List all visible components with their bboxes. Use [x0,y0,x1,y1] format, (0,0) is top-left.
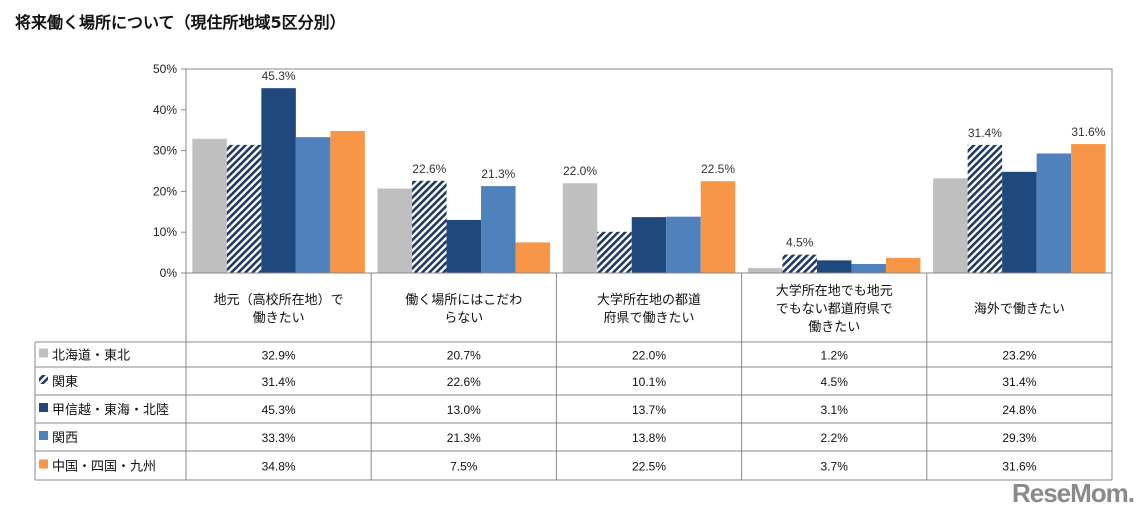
y-tick-label: 10% [153,225,177,239]
table-cell: 33.3% [262,431,296,445]
table-cell: 22.5% [632,460,666,474]
legend-label: 関西 [52,431,78,446]
table-cell: 31.4% [1002,375,1036,389]
table-cell: 13.7% [632,403,666,417]
table-cell: 45.3% [262,403,296,417]
bar-1-4 [967,144,1003,273]
bar-2-1 [446,219,482,273]
table-cell: 13.0% [447,403,481,417]
bar-1-1 [412,180,447,273]
data-label: 22.0% [563,164,597,178]
table-cell: 23.2% [1002,349,1036,363]
data-label: 22.6% [412,162,446,176]
table-cell: 24.8% [1002,403,1036,417]
y-tick-label: 40% [153,103,177,117]
bar-2-2 [631,217,667,273]
category-label: 大学所在地でも地元 [776,283,893,299]
bar-4-3 [885,257,921,273]
table-cell: 31.4% [262,375,296,389]
bar-4-0 [330,131,365,273]
table-cell: 31.6% [1002,460,1036,474]
table-cell: 2.2% [821,431,849,445]
data-label: 31.4% [968,126,1002,140]
legend-key [39,375,48,384]
y-tick-label: 50% [153,62,177,76]
data-label: 45.3% [262,69,296,83]
resemom-logo: ReseMom. [1011,478,1135,508]
bar-0-0 [192,138,227,273]
table-cell: 7.5% [450,460,478,474]
category-label: 働きたい [808,320,860,335]
table-cell: 3.7% [821,460,849,474]
bar-1-3 [782,254,817,273]
data-label: 22.5% [701,162,735,176]
category-label: 働きたい [253,311,305,326]
y-tick-label: 20% [153,184,177,198]
bar-0-1 [377,188,413,273]
bar-2-3 [816,260,852,273]
legend-key [39,403,48,412]
legend-label: 甲信越・東海・北陸 [52,402,169,418]
legend-key [39,431,48,440]
category-label: でもない都道府県で [776,302,893,317]
legend-label: 中国・四国・九州 [52,460,156,475]
bar-1-0 [226,144,262,273]
legend-label: 関東 [52,374,78,390]
bar-3-4 [1036,153,1072,273]
table-cell: 20.7% [447,349,481,363]
bar-0-2 [562,183,598,273]
category-label: 海外で働きたい [974,302,1065,317]
table-cell: 10.1% [632,375,666,389]
data-label: 4.5% [786,236,814,250]
category-label: 府県で働きたい [603,311,694,326]
category-label: らない [444,311,483,326]
bar-3-3 [851,264,886,273]
bar-4-1 [515,242,551,273]
table-cell: 22.6% [447,375,481,389]
data-label: 31.6% [1071,125,1105,139]
legend-label: 北海道・東北 [52,348,130,364]
chart-title: 将来働く場所について（現住所地域5区分別） [15,13,346,32]
bar-0-4 [933,178,968,273]
bar-2-0 [261,88,296,274]
bar-3-0 [295,137,331,273]
bar-0-3 [747,268,783,273]
table-cell: 13.8% [632,431,666,445]
category-label: 働く場所にはこだわ [405,293,522,308]
bar-3-2 [666,216,701,273]
y-tick-label: 0% [160,266,178,280]
table-cell: 22.0% [632,349,666,363]
bar-3-1 [481,186,516,273]
legend-key [39,459,48,469]
y-tick-label: 30% [153,144,177,158]
legend-key [39,348,48,358]
category-label: 大学所在地の都道 [597,292,701,308]
bar-4-2 [700,181,736,273]
data-label: 21.3% [481,167,515,181]
bar-1-2 [597,231,632,273]
category-label: 地元（高校所在地）で [214,292,344,308]
table-cell: 4.5% [821,375,849,389]
table-cell: 32.9% [262,349,296,363]
table-cell: 1.2% [821,349,849,363]
table-cell: 29.3% [1002,431,1036,445]
table-cell: 21.3% [447,431,481,445]
table-cell: 3.1% [821,403,849,417]
table-cell: 34.8% [262,460,296,474]
bar-4-4 [1071,144,1106,273]
bar-2-4 [1002,171,1037,273]
